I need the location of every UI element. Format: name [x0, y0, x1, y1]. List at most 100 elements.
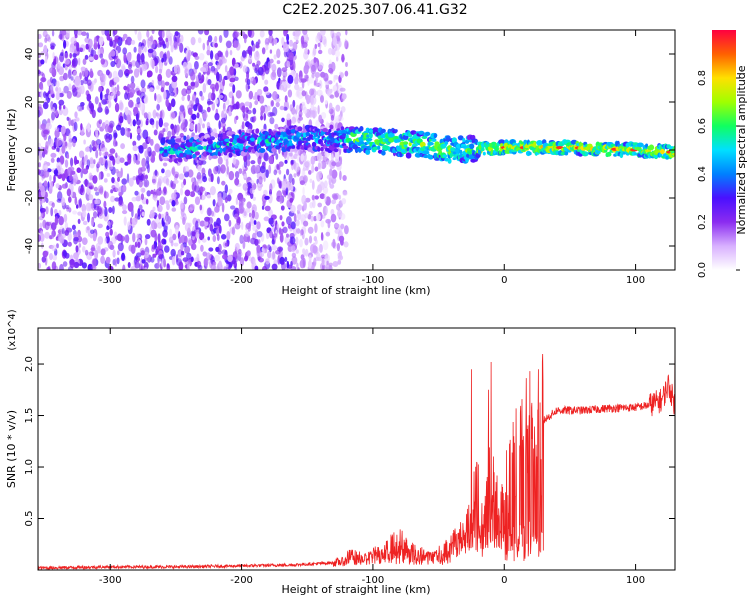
heatmap-cell [338, 40, 342, 48]
heatmap-cell [124, 161, 129, 166]
heatmap-cell [223, 30, 229, 38]
heatmap-cell [238, 140, 246, 144]
heatmap-cell [52, 52, 55, 60]
heatmap-cell [469, 143, 475, 150]
heatmap-cell [109, 40, 113, 47]
heatmap-cell [248, 55, 253, 63]
heatmap-cell [291, 256, 298, 265]
heatmap-cell [303, 220, 309, 227]
heatmap-cell [132, 119, 136, 127]
line-axes: -300 -200 -100 0 100 0.5 1.0 1.5 2.0 [24, 328, 675, 586]
heatmap-cell [87, 212, 90, 223]
heatmap-cell [163, 90, 167, 100]
heatmap-cell [157, 222, 163, 229]
heatmap-cell [286, 260, 290, 269]
heatmap-cell [135, 195, 141, 202]
heatmap-cell [60, 52, 64, 57]
heatmap-cell [202, 251, 208, 257]
y-tick-label: 40 [24, 48, 35, 61]
heatmap-cell [166, 215, 171, 225]
heatmap-cell [267, 244, 271, 251]
heatmap-cell [245, 222, 251, 230]
heatmap-cell [291, 177, 295, 186]
heatmap-cell [317, 162, 321, 170]
heatmap-cell [40, 212, 43, 219]
heatmap-cell [209, 50, 214, 60]
heatmap-cell [94, 250, 99, 260]
heatmap-cell [286, 152, 290, 161]
heatmap-cell [308, 254, 312, 262]
heatmap-cell [122, 204, 127, 211]
heatmap-cell [134, 30, 138, 35]
heatmap-cell [259, 95, 265, 104]
heatmap-cell [281, 117, 285, 123]
heatmap-cell [158, 117, 163, 128]
heatmap-cell [323, 193, 327, 203]
heatmap-cell [288, 52, 294, 61]
heatmap-cell [177, 157, 183, 163]
heatmap-cell [408, 142, 412, 147]
heatmap-cell [221, 234, 227, 240]
heatmap-cell [145, 234, 151, 240]
heatmap-cell [122, 184, 127, 193]
heatmap-cell [141, 265, 144, 270]
heatmap-cell [265, 38, 269, 43]
heatmap-cell [142, 129, 149, 140]
heatmap-cell [120, 127, 126, 136]
heatmap-cell [251, 209, 255, 219]
heatmap-cell [183, 152, 187, 158]
heatmap-cell [42, 219, 47, 229]
heatmap-cell [116, 90, 121, 96]
heatmap-cell [258, 176, 263, 185]
heatmap-cell [328, 67, 334, 74]
heatmap-cell [171, 128, 176, 137]
heatmap-cell [212, 86, 215, 94]
heatmap-cell [444, 140, 449, 145]
heatmap-cell [163, 187, 167, 193]
heatmap-cell [94, 199, 101, 205]
heatmap-cell [133, 106, 139, 115]
heatmap-cell [132, 145, 138, 152]
heatmap-cell [62, 105, 66, 110]
heatmap-cell [92, 175, 98, 184]
heatmap-cell [199, 220, 206, 227]
heatmap-cell [51, 244, 57, 252]
heatmap-cell [108, 207, 113, 213]
heatmap-cell [40, 90, 43, 99]
heatmap-cell [176, 36, 181, 47]
heatmap-cell [87, 182, 93, 187]
heatmap-cell [49, 76, 53, 83]
heatmap-cell [279, 233, 284, 243]
heatmap-cell [192, 235, 195, 241]
heatmap-cell [242, 65, 248, 73]
heatmap-cell [217, 250, 222, 255]
heatmap-cell [217, 156, 223, 165]
heatmap-cell [295, 236, 299, 246]
heatmap-cell [194, 151, 200, 156]
heatmap-cell [83, 139, 86, 145]
heatmap-cell [246, 109, 252, 115]
heatmap-cell [130, 244, 136, 254]
heatmap-cell [69, 173, 73, 182]
heatmap-cell [96, 205, 102, 215]
heatmap-cell [324, 254, 331, 262]
heatmap-cell [219, 88, 223, 96]
heatmap-cell [59, 235, 65, 244]
heatmap-cell [281, 180, 287, 191]
heatmap-cell [302, 257, 306, 268]
heatmap-cell [263, 86, 269, 93]
heatmap-cell [130, 75, 135, 84]
heatmap-cell [234, 265, 237, 270]
heatmap-cell [256, 88, 263, 96]
heatmap-cell [83, 155, 88, 166]
heatmap-cell [184, 235, 188, 244]
heatmap-cell [276, 177, 280, 185]
heatmap-cell [190, 81, 196, 87]
heatmap-cell [269, 117, 275, 125]
heatmap-cell [313, 257, 317, 267]
heatmap-cell [253, 134, 259, 138]
heatmap-cell [180, 34, 184, 43]
heatmap-cell [135, 159, 140, 165]
heatmap-cell [221, 180, 226, 186]
